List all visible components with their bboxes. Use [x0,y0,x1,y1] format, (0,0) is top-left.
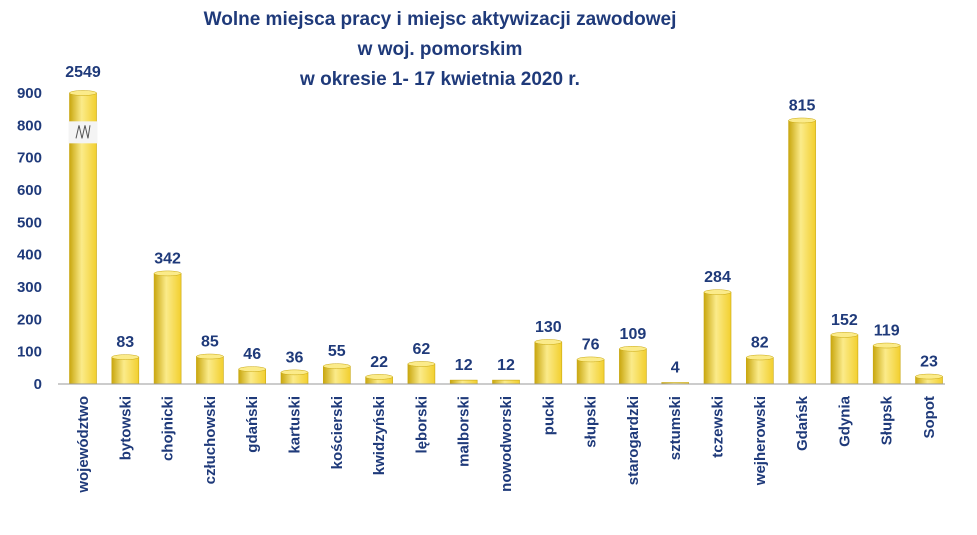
data-label: 4 [671,360,680,377]
y-tick-label: 800 [17,117,42,134]
data-label: 55 [328,343,346,360]
bar [196,356,224,385]
bar-top [576,356,605,363]
x-category-label: kwidzyński [371,396,388,475]
data-label: 36 [286,349,304,366]
bar-top [111,354,140,360]
x-category-label: Gdynia [836,395,853,447]
y-tick-label: 500 [17,214,42,231]
y-tick-label: 300 [17,279,42,296]
bar [153,273,182,385]
axis-break-zigzag [75,125,91,139]
y-tick-label: 600 [17,182,42,199]
bar [111,356,140,385]
bar [745,357,774,385]
chart-title-line-1: Wolne miejsca pracy i miejsc aktywizacji… [204,9,677,30]
x-category-label: kościerski [329,396,346,469]
bar [449,379,478,385]
x-category-label: malborski [456,396,473,467]
data-label: 85 [201,334,219,351]
category-labels: województwo bytowski chojnicki człuchowski g… [75,395,938,493]
y-tick-label: 200 [17,311,42,328]
y-tick-label: 400 [17,247,42,264]
x-category-label: bytowski [117,396,134,460]
chart-title-line-2: w woj. pomorskim [357,39,523,60]
x-category-label: gdański [244,396,261,453]
x-category-label: Gdańsk [794,395,811,451]
bar-top [323,363,351,369]
x-category-label: województwo [75,396,92,494]
y-tick-label: 0 [34,376,42,393]
data-label: 109 [620,326,647,343]
x-category-label: Sopot [921,396,938,439]
x-category-label: lęborski [413,396,430,454]
y-tick-label: 900 [17,85,42,102]
x-category-label: sztumski [667,396,684,460]
bar-top [365,374,393,380]
x-category-label: wejherowski [752,396,769,486]
data-label: 12 [455,357,473,374]
data-label: 76 [582,336,600,353]
x-category-label: Słupsk [879,395,896,445]
data-labels: 2549 83 342 85 46 36 55 22 62 12 12 130 76 109 4 284 82 8… [65,64,938,377]
y-tick-label: 100 [17,344,42,361]
data-label: 2549 [65,64,101,81]
bar [534,341,563,385]
data-label: 815 [789,97,816,114]
bar-top [830,332,859,338]
bar-top [196,353,224,360]
data-label: 46 [243,346,261,363]
x-category-label: człuchowski [202,396,219,484]
data-label: 119 [874,323,900,340]
bar-top [703,289,732,295]
data-label: 23 [920,354,938,371]
bar [492,379,520,385]
chart-title-line-3: w okresie 1- 17 kwietnia 2020 r. [299,69,580,90]
x-category-label: chojnicki [160,396,177,461]
x-category-label: pucki [540,396,557,435]
x-category-label: nowodworski [498,396,515,492]
data-label: 62 [413,341,431,358]
bar [407,363,436,385]
data-label: 22 [370,354,388,371]
x-category-label: starogardzki [625,396,642,485]
bar [788,120,816,385]
bar-top [746,354,774,361]
bar-top [915,373,943,380]
data-label: 342 [154,250,181,267]
bar-top [69,90,97,96]
data-label: 12 [497,357,515,374]
bar-top [280,369,309,376]
bar [830,334,859,385]
data-label: 83 [116,334,134,351]
bar-top [619,346,647,352]
bar-top [788,117,816,124]
data-label: 284 [704,269,731,286]
data-label: 130 [535,319,562,336]
bar [703,291,732,385]
bar [576,359,605,385]
bars [68,90,943,385]
y-tick-label: 700 [17,150,42,167]
x-category-label: słupski [583,396,600,448]
bar-top [238,366,266,372]
x-category-label: kartuski [287,396,304,454]
bar-top [407,361,436,367]
bar [619,348,647,385]
bar-top [153,270,182,277]
bar [872,345,901,385]
data-label: 82 [751,334,769,351]
y-axis-ticks: 0 100 200 300 400 500 600 700 800 900 [17,85,42,393]
bar-top [534,339,563,345]
data-label: 152 [831,312,858,329]
bar-top [872,342,901,349]
x-category-label: tczewski [710,396,727,458]
